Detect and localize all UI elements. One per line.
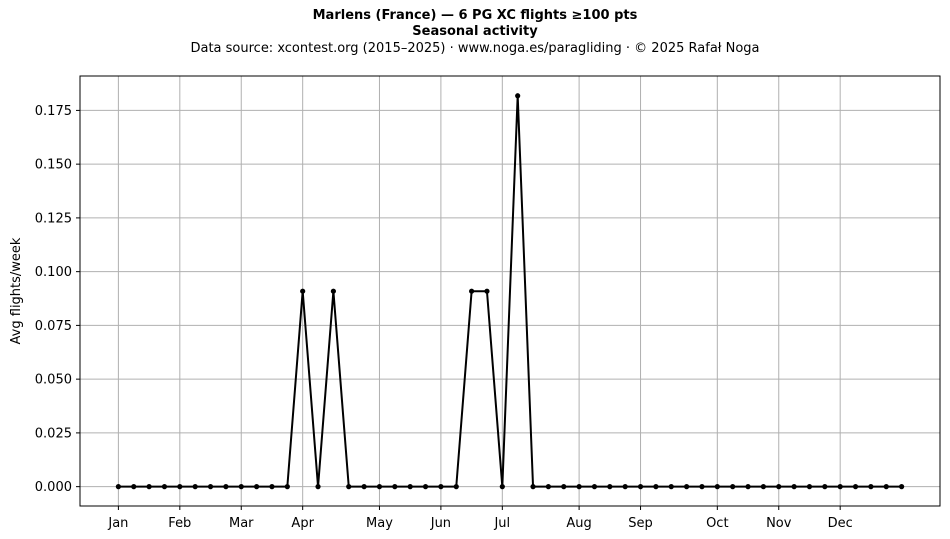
y-tick-label: 0.150: [35, 158, 72, 173]
data-point: [745, 484, 751, 490]
data-point: [330, 288, 336, 294]
data-point: [637, 484, 644, 490]
data-point: [376, 484, 383, 490]
data-point: [422, 484, 429, 490]
x-tick-label: Oct: [706, 516, 728, 531]
y-tick-label: 0.175: [35, 104, 72, 119]
data-point: [899, 484, 905, 490]
data-point: [361, 484, 367, 490]
data-point: [515, 93, 521, 99]
y-tick-label: 0.000: [35, 480, 72, 495]
data-point: [699, 484, 705, 490]
y-tick-label: 0.100: [35, 265, 72, 280]
chart-subtitle: Seasonal activity: [412, 24, 538, 39]
data-point: [622, 484, 628, 490]
data-point: [346, 484, 352, 490]
data-point: [207, 484, 214, 490]
data-point: [438, 484, 444, 490]
data-point: [591, 484, 598, 490]
data-point: [868, 484, 874, 490]
x-tick-label: Nov: [766, 516, 792, 531]
data-point: [530, 484, 536, 490]
data-point: [714, 484, 720, 490]
data-point: [223, 484, 229, 490]
x-tick-label: Dec: [828, 516, 853, 531]
data-point: [607, 484, 613, 490]
plot-frame: [79, 75, 941, 507]
data-point: [269, 484, 275, 490]
data-point: [392, 484, 398, 490]
data-point: [822, 484, 828, 490]
data-point: [730, 484, 736, 490]
data-point: [407, 484, 413, 490]
data-point: [852, 484, 859, 490]
data-point: [284, 484, 290, 490]
y-tick-label: 0.050: [35, 373, 72, 388]
data-point: [161, 484, 168, 490]
grid-lines: [80, 76, 940, 506]
chart-source-note: Data source: xcontest.org (2015–2025) · …: [190, 41, 760, 56]
data-point: [131, 484, 137, 490]
x-tick-label: Apr: [291, 516, 314, 531]
series-group: [115, 93, 905, 490]
data-point: [146, 484, 152, 490]
y-axis: 0.000 0.025 0.050 0.075 0.100 0.125 0.150 0.175: [35, 104, 80, 495]
series-line: [118, 95, 902, 488]
y-axis-label: Avg flights/week: [9, 237, 24, 344]
x-tick-label: Jan: [107, 516, 128, 531]
data-point: [453, 484, 459, 490]
data-point: [668, 484, 674, 490]
y-tick-label: 0.025: [35, 426, 72, 441]
chart-title: Marlens (France) — 6 PG XC flights ≥100 …: [312, 8, 638, 23]
data-point: [254, 484, 260, 490]
y-tick-label: 0.125: [35, 211, 72, 226]
data-point: [837, 484, 843, 490]
data-point: [315, 484, 321, 490]
x-tick-label: Sep: [628, 516, 653, 531]
data-point: [653, 484, 659, 490]
x-tick-label: Jul: [493, 516, 510, 531]
data-point: [300, 288, 306, 294]
data-point: [469, 288, 475, 294]
data-point: [192, 484, 198, 490]
data-point: [806, 484, 813, 490]
data-point: [484, 288, 490, 294]
y-tick-label: 0.075: [35, 319, 72, 334]
data-point: [561, 484, 567, 490]
data-point: [115, 484, 121, 490]
data-point: [776, 484, 782, 490]
x-axis: Jan Feb Mar Apr May Jun Jul Aug Sep Oct Nov Dec: [107, 506, 853, 531]
data-point: [576, 484, 582, 490]
x-tick-label: Jun: [430, 516, 451, 531]
x-tick-label: Feb: [168, 516, 191, 531]
data-point: [760, 484, 766, 490]
data-point: [545, 484, 551, 490]
chart-title-block: Marlens (France) — 6 PG XC flights ≥100 …: [0, 8, 950, 58]
x-tick-label: May: [366, 516, 393, 531]
data-point: [883, 484, 889, 490]
x-tick-label: Aug: [566, 516, 591, 531]
data-point: [684, 484, 690, 490]
data-point: [499, 484, 505, 490]
x-tick-label: Mar: [229, 516, 254, 531]
data-point: [791, 484, 797, 490]
data-point: [238, 484, 244, 490]
data-point: [177, 484, 183, 490]
